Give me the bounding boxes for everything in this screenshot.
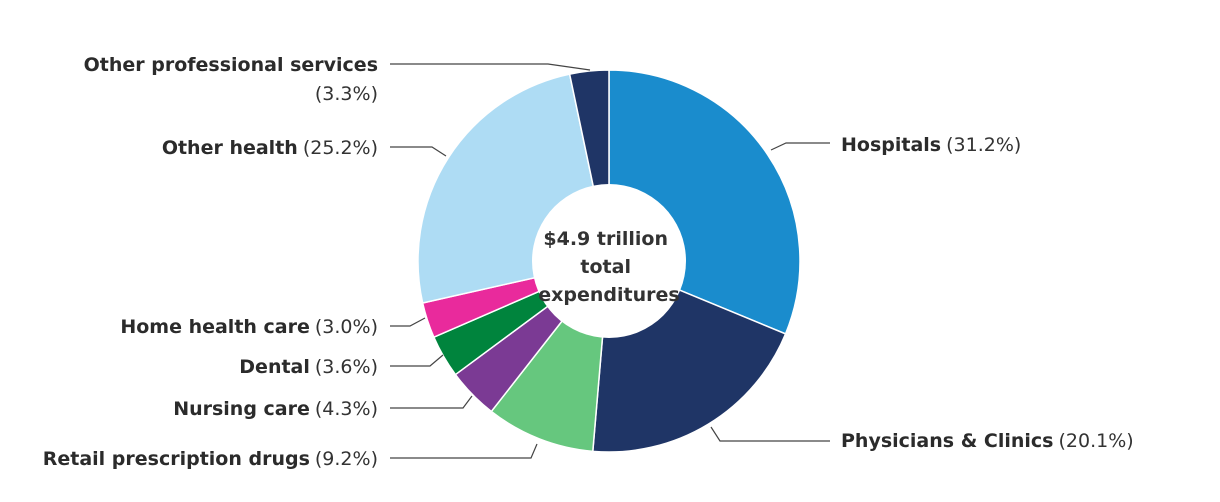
label-name-nursing-care: Nursing care [173,398,310,420]
leader-line-physicians-and-clinics [710,426,830,442]
center-label-line-3: expenditures [538,284,679,306]
leader-line-other-health [390,146,447,157]
label-name-dental: Dental [239,356,310,378]
label-pct-dental: (3.6%) [315,356,378,378]
label-pct-other-professional-services: (3.3%) [315,83,378,105]
label-pct-other-health: (25.2%) [303,137,378,159]
label-pct-nursing-care: (4.3%) [315,398,378,420]
center-label-line-1: $4.9 trillion [543,228,668,250]
label-name-other-health: Other health [162,137,298,159]
label-home-health-care: Home health care (3.0%) [120,316,378,338]
label-other-professional-services: Other professional services (3.3%) [84,54,378,105]
leader-line-dental [390,354,444,367]
label-name-other-professional-services: Other professional services [84,54,378,76]
label-hospitals: Hospitals (31.2%) [841,134,1021,156]
label-dental: Dental (3.6%) [239,356,378,378]
leader-line-retail-prescription-drugs [390,443,538,459]
label-name-home-health-care: Home health care [120,316,310,338]
label-nursing-care: Nursing care (4.3%) [173,398,378,420]
label-pct-hospitals: (31.2%) [946,134,1021,156]
leader-line-hospitals [770,142,830,151]
label-retail-prescription-drugs: Retail prescription drugs (9.2%) [43,448,378,470]
label-other-health: Other health (25.2%) [162,137,378,159]
label-pct-physicians-and-clinics: (20.1%) [1058,430,1133,452]
leader-line-other-professional-services [390,63,591,71]
center-label-line-2: total [580,256,631,278]
donut-hole [532,184,686,338]
leader-line-home-health-care [390,317,426,327]
leader-lines-group [390,63,830,459]
leader-line-nursing-care [390,395,473,409]
label-pct-home-health-care: (3.0%) [315,316,378,338]
label-name-physicians-and-clinics: Physicians & Clinics [841,430,1053,452]
label-name-hospitals: Hospitals [841,134,941,156]
labels-group: Hospitals (31.2%) Physicians & Clinics (20.… [43,54,1134,470]
center-label: $4.9 trillion total expenditures [538,228,679,306]
label-name-retail-prescription-drugs: Retail prescription drugs [43,448,310,470]
label-pct-retail-prescription-drugs: (9.2%) [315,448,378,470]
label-physicians-and-clinics: Physicians & Clinics (20.1%) [841,430,1134,452]
